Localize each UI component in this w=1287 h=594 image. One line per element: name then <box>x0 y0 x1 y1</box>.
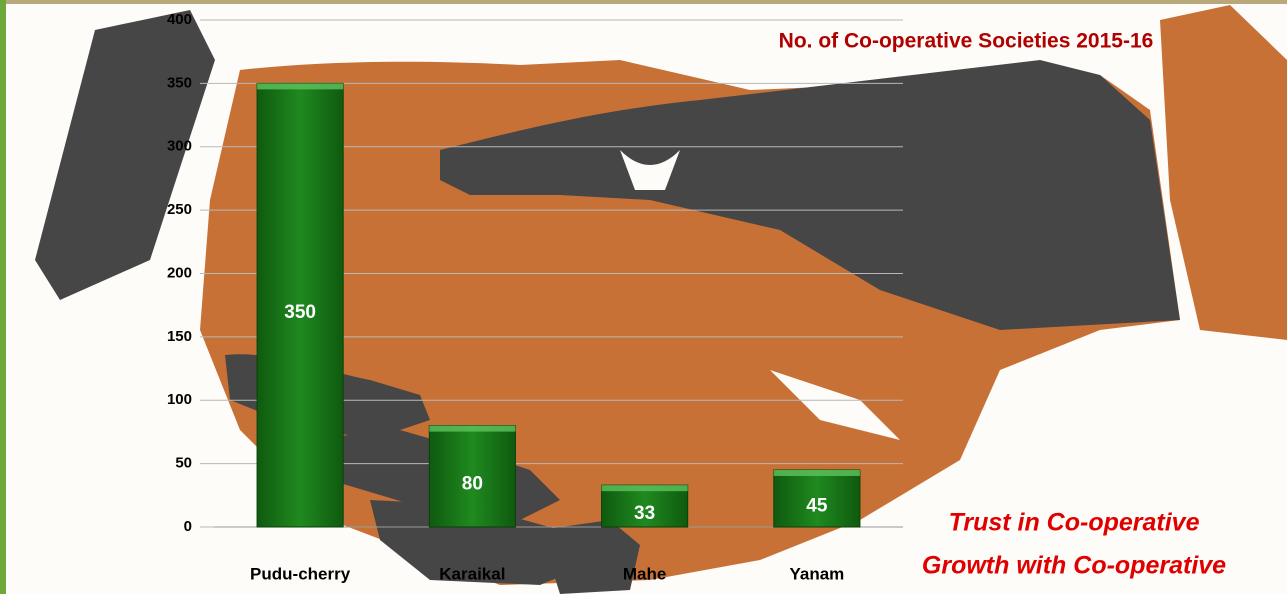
bar-highlight <box>774 470 860 476</box>
bar-highlight <box>429 426 515 432</box>
value-label: 33 <box>634 503 655 524</box>
value-label: 80 <box>462 473 483 494</box>
y-tick-label: 400 <box>167 11 192 28</box>
y-tick-label: 350 <box>167 74 192 91</box>
chart-title: No. of Co-operative Societies 2015-16 <box>779 30 1154 53</box>
chart: No. of Co-operative Societies 2015-16 Tr… <box>0 0 1287 594</box>
y-tick-label: 50 <box>175 455 192 472</box>
value-label: 350 <box>284 302 316 323</box>
left-border <box>0 0 6 594</box>
annotation: Trust in Co-operative <box>949 509 1200 537</box>
y-tick-label: 250 <box>167 201 192 218</box>
annotation: Growth with Co-operative <box>922 552 1226 580</box>
y-tick-label: 100 <box>167 391 192 408</box>
y-tick-label: 300 <box>167 138 192 155</box>
bar-highlight <box>602 485 688 491</box>
y-tick-label: 150 <box>167 328 192 345</box>
value-label: 45 <box>806 495 828 516</box>
x-tick-label: Pudu-cherry <box>250 564 351 583</box>
x-tick-label: Yanam <box>789 564 844 583</box>
y-tick-label: 200 <box>167 264 192 281</box>
bar-highlight <box>257 83 343 89</box>
x-tick-label: Mahe <box>623 564 666 583</box>
y-tick-label: 0 <box>184 518 192 535</box>
top-border <box>0 0 1287 4</box>
x-tick-label: Karaikal <box>439 564 505 583</box>
